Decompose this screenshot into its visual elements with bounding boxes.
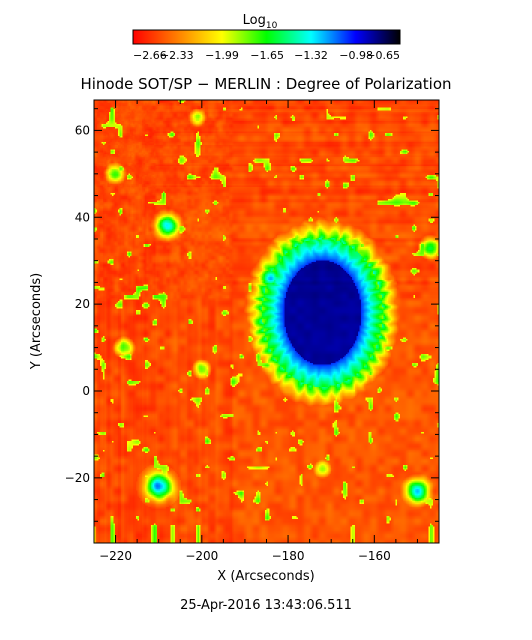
x-tick-label: −200: [185, 549, 218, 563]
y-tick-label: 0: [82, 384, 90, 398]
colorbar-tick-label: −1.99: [205, 49, 239, 62]
x-tick-label: −180: [272, 549, 305, 563]
colorbar-tick-label: −0.98: [339, 49, 373, 62]
timestamp: 25-Apr-2016 13:43:06.511: [180, 598, 352, 613]
y-tick-label: 40: [75, 210, 90, 224]
x-tick-label: −220: [99, 549, 132, 563]
y-tick-label: 60: [75, 123, 90, 137]
colorbar-ticks: −2.66−2.33 −1.99 −1.65 −1.32 −0.98−0.65: [133, 49, 400, 62]
colorbar-tick-label: −1.65: [250, 49, 284, 62]
colorbar-tick-label: −2.66: [133, 49, 167, 62]
polarization-heatmap: [94, 100, 439, 543]
y-tick-label: 20: [75, 297, 90, 311]
y-axis-label: Y (Arcseconds): [29, 273, 44, 370]
colorbar-tick-label: −2.33: [160, 49, 194, 62]
colorbar-tick-label: −1.32: [294, 49, 328, 62]
colorbar-tick-label: −0.65: [366, 49, 400, 62]
x-axis-label: X (Arcseconds): [217, 569, 314, 584]
x-tick-label: −160: [358, 549, 391, 563]
colorbar: [132, 29, 401, 45]
y-tick-label: −20: [65, 471, 90, 485]
colorbar-label: Log10: [243, 13, 278, 31]
chart-title: Hinode SOT/SP − MERLIN : Degree of Polar…: [80, 75, 451, 93]
